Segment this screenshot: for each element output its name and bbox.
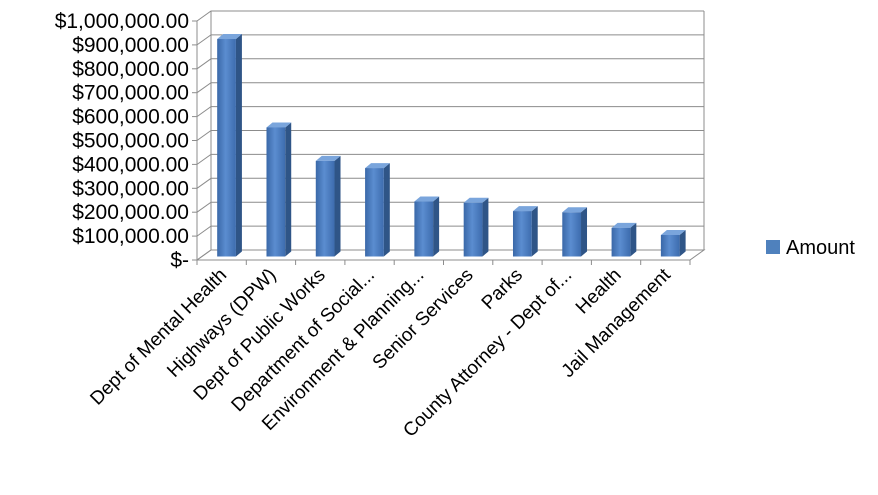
y-tick-label: $600,000.00 (72, 106, 189, 129)
bar-side (285, 122, 292, 257)
bar-front (217, 39, 236, 257)
bar-front (512, 211, 532, 257)
gridline (196, 34, 704, 46)
y-tick-label: $1,000,000.00 (55, 10, 189, 33)
bars (217, 34, 686, 257)
bar-side (581, 207, 588, 257)
bar-top (463, 197, 489, 203)
y-tick-label: $- (170, 249, 189, 272)
bar-top (512, 206, 538, 212)
bar-top (315, 155, 341, 161)
bar-front (611, 227, 631, 257)
bar (611, 222, 637, 257)
bar-side (482, 197, 489, 257)
y-tick-label: $300,000.00 (72, 177, 189, 200)
bar (463, 197, 489, 257)
bar (365, 163, 390, 257)
bar-side (630, 222, 637, 257)
bar-top (414, 196, 440, 202)
gridline (196, 58, 704, 70)
gridline (196, 82, 704, 94)
legend-swatch-amount (766, 240, 780, 254)
bar-front (414, 201, 434, 257)
y-tick-label: $200,000.00 (72, 201, 189, 224)
bar-top (660, 229, 686, 235)
bar-side (433, 196, 440, 257)
bar-top (562, 207, 588, 213)
gridline (196, 10, 704, 22)
bar-side (235, 34, 242, 257)
bar-front (562, 212, 582, 257)
bar (315, 155, 341, 257)
bar-side (679, 229, 686, 257)
bar-top (611, 222, 637, 228)
bar (217, 34, 242, 257)
bar-top (365, 163, 390, 169)
y-tick-label: $100,000.00 (72, 225, 189, 248)
bar (660, 229, 686, 257)
y-tick-label: $400,000.00 (72, 153, 189, 176)
legend-label-amount: Amount (786, 237, 855, 259)
bar-front (463, 202, 483, 257)
bar (266, 122, 292, 257)
bar-side (383, 163, 390, 257)
bar-front (266, 127, 286, 257)
gridline (196, 106, 704, 118)
y-tick-label: $500,000.00 (72, 130, 189, 153)
bar (512, 206, 538, 257)
bar (414, 196, 440, 257)
axes (192, 11, 705, 265)
bar-top (266, 122, 292, 128)
y-tick-label: $800,000.00 (72, 58, 189, 81)
bar-front (660, 234, 680, 257)
bar-front (365, 168, 384, 257)
bar-front (315, 160, 335, 257)
legend: Amount (766, 237, 855, 259)
y-tick-label: $700,000.00 (72, 82, 189, 105)
bar (562, 207, 588, 257)
bar-top (217, 34, 242, 40)
bar-side (334, 155, 341, 257)
y-tick-label: $900,000.00 (72, 34, 189, 57)
y-axis-tick-labels: $-$100,000.00$200,000.00$300,000.00$400,… (55, 10, 189, 272)
bar-side (531, 206, 538, 257)
